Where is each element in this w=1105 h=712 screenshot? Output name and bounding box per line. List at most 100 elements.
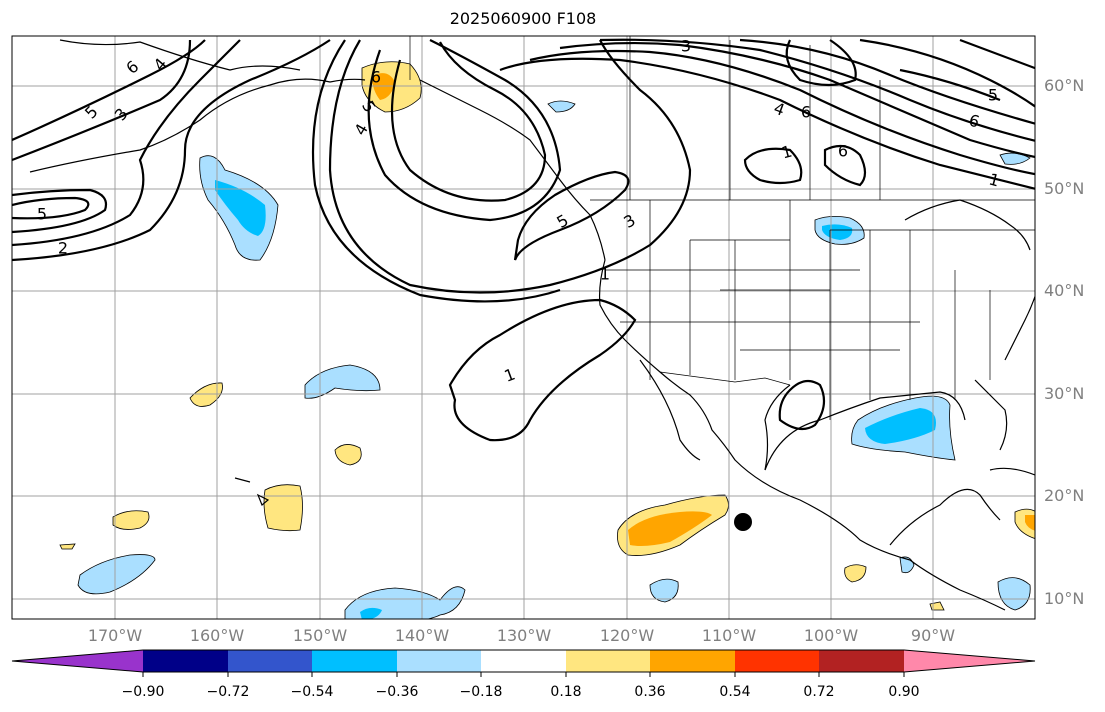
- location-marker: [734, 513, 752, 531]
- shade-yellow-west-3: [112, 510, 150, 530]
- contour-ne-6: [859, 38, 1035, 108]
- colorbar-bin: [397, 650, 481, 672]
- contour-label: 5: [37, 205, 47, 224]
- coast-alaska-north: [59, 39, 301, 71]
- latitude-label: 30°N: [1044, 384, 1085, 403]
- coast-mexico-gulf: [764, 384, 791, 471]
- shade-blue-gulf-mexico-core: [865, 408, 936, 444]
- longitude-label: 140°W: [394, 626, 450, 645]
- colorbar-bin: [819, 650, 904, 672]
- border-canada-provinces: [629, 36, 881, 200]
- contour-label: 6: [801, 103, 811, 122]
- contour-label: 1: [987, 170, 1002, 191]
- colorbar-bin: [312, 650, 397, 672]
- contour-label: 4: [771, 98, 787, 119]
- contour-label: 3: [681, 37, 691, 56]
- latitude-label: 20°N: [1044, 486, 1085, 505]
- coast-us-east: [1004, 294, 1035, 361]
- contour-label: 3: [620, 210, 638, 232]
- contour-label: 3: [111, 104, 132, 124]
- colorbar-tick-label: 0.18: [550, 684, 582, 700]
- longitude-label: 100°W: [803, 626, 859, 645]
- coast-gulf-mexico: [764, 391, 966, 471]
- longitude-label: 90°W: [910, 626, 956, 645]
- colorbar-tick-label: 0.36: [634, 684, 666, 700]
- colorbar-tick-label: −0.18: [459, 684, 503, 700]
- coast-alaska-peninsula: [29, 78, 366, 173]
- latitude-label: 10°N: [1044, 589, 1085, 608]
- colorbar-bin: [481, 650, 566, 672]
- shade-blue-mexico-south: [649, 578, 679, 603]
- colorbar-tick-label: 0.54: [719, 684, 751, 700]
- map-title: 2025060900 F108: [449, 9, 597, 28]
- colorbar-tick-label: −0.54: [290, 684, 334, 700]
- border-states-lat: [605, 229, 1035, 351]
- latitude-label: 50°N: [1044, 179, 1085, 198]
- shade-blue-west-low: [77, 554, 156, 595]
- contour-label: 6: [371, 68, 381, 87]
- contour-label: 6: [967, 111, 982, 132]
- shaded-anomaly-fields: [59, 61, 1035, 619]
- contour-lines: [12, 38, 1035, 442]
- colorbar-tick-label: 0.90: [888, 684, 920, 700]
- coast-great-lakes: [904, 199, 1031, 251]
- political-borders: [409, 36, 1035, 420]
- contour-ne-2: [529, 49, 1035, 176]
- contour-ne-3: [559, 41, 1035, 159]
- contour-label: 2: [58, 239, 68, 258]
- contour-west-1: [12, 39, 206, 142]
- contour-west-5: [12, 188, 108, 234]
- colorbar-bin: [735, 650, 819, 672]
- contour-label: 1: [502, 364, 518, 385]
- coast-florida: [974, 379, 1008, 451]
- contour-1-texas: [778, 379, 826, 431]
- shade-yellow-west-2: [334, 444, 362, 466]
- shade-yellow-hawaii: [263, 484, 303, 532]
- colorbar-tick-label: −0.90: [121, 684, 165, 700]
- coast-se-alaska-bc: [419, 79, 606, 261]
- contour-ne-4: [599, 38, 1035, 142]
- contour-label: 5: [81, 102, 102, 123]
- shade-blue-ne-corner: [999, 152, 1031, 165]
- contour-west-2: [12, 39, 192, 162]
- contour-ne-1: [499, 57, 1035, 190]
- contour-3-ring: [367, 39, 562, 222]
- shade-orange-caribbean: [1025, 515, 1035, 531]
- contour-ne-8: [785, 39, 857, 87]
- colorbar-tick-label: −0.36: [375, 684, 419, 700]
- longitude-label: 120°W: [599, 626, 655, 645]
- colorbar-bin: [566, 650, 650, 672]
- contour-ne-7: [899, 38, 1035, 102]
- coast-cuba: [989, 467, 1035, 476]
- shade-yellow-small-b: [929, 601, 945, 611]
- contour-label: 5: [988, 86, 998, 105]
- shade-blue-sw-bottom-core: [360, 607, 382, 619]
- latitude-label: 40°N: [1044, 281, 1085, 300]
- shade-yellow-west-1: [189, 382, 223, 407]
- shade-yellow-small-a: [59, 543, 76, 550]
- contour-label: 6: [122, 57, 142, 78]
- border-states-lon: [649, 200, 991, 420]
- contour-1-long: [328, 39, 692, 294]
- contour-west-6: [12, 196, 90, 220]
- contour-label: 1: [600, 265, 610, 284]
- contour-1-central: [448, 298, 637, 442]
- shade-blue-dakota-core: [822, 224, 853, 240]
- contour-1-dakota: [743, 147, 803, 185]
- contour-west-4: [12, 39, 241, 247]
- coast-yucatan: [889, 488, 1001, 546]
- lat-lon-grid: [12, 36, 1035, 619]
- contour-5-ring: [513, 170, 630, 261]
- contour-4-ring: [390, 41, 547, 202]
- coast-hawaii: [234, 477, 270, 506]
- longitude-label: 110°W: [701, 626, 757, 645]
- longitude-label: 170°W: [87, 626, 143, 645]
- contour-label: 1: [779, 142, 794, 163]
- colorbar: [11, 649, 1036, 677]
- contour-west-3: [12, 39, 331, 262]
- map-frame: [11, 35, 1036, 620]
- coast-us-west: [598, 259, 911, 561]
- shade-orange-gulf-alaska: [372, 73, 395, 100]
- contour-2: [311, 39, 561, 303]
